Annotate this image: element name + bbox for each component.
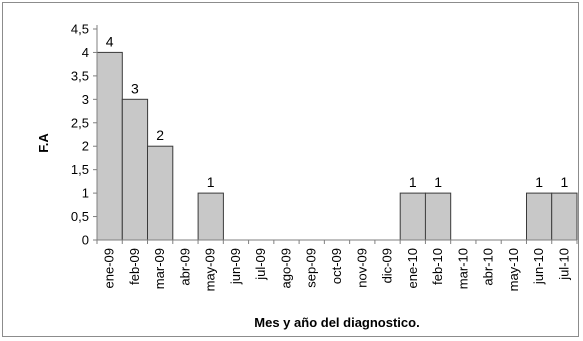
y-tick-label: 4,5 bbox=[71, 22, 89, 37]
x-tick-label: abr-09 bbox=[177, 248, 192, 286]
bar-chart: 0 0,5 1 1,5 2 2,5 3 3,5 4 4,5 ene-09 feb-09 mar-09 ab… bbox=[36, 22, 578, 330]
y-tick-label: 1,5 bbox=[71, 162, 89, 177]
y-tick-label: 0,5 bbox=[71, 209, 89, 224]
bar-ene-10 bbox=[399, 192, 427, 241]
x-tick-label: feb-09 bbox=[127, 248, 142, 285]
x-tick-label: jun-10 bbox=[531, 248, 546, 285]
x-tick-label: jul-10 bbox=[556, 248, 571, 281]
x-tick-label: nov-09 bbox=[354, 248, 369, 288]
x-tick-label: ene-10 bbox=[405, 248, 420, 288]
bar-feb-09 bbox=[121, 98, 149, 241]
x-tick-label: jul-09 bbox=[253, 248, 268, 281]
data-label-feb-10: 1 bbox=[434, 174, 442, 190]
data-label-ene-10: 1 bbox=[409, 174, 417, 190]
x-tick-label: mar-10 bbox=[455, 248, 470, 289]
x-tick-label: may-09 bbox=[203, 248, 218, 291]
chart-frame: 0 0,5 1 1,5 2 2,5 3 3,5 4 4,5 ene-09 feb-09 mar-09 ab… bbox=[2, 2, 579, 337]
x-tick-label: jun-09 bbox=[228, 248, 243, 285]
x-tick-label: sep-09 bbox=[304, 248, 319, 288]
bar-may-09 bbox=[197, 192, 224, 241]
y-tick-label: 4 bbox=[82, 45, 89, 60]
y-tick-label: 0 bbox=[82, 233, 89, 248]
y-tick-label: 3 bbox=[82, 92, 89, 107]
y-tick-label: 2 bbox=[82, 139, 89, 154]
data-label-mar-09: 2 bbox=[156, 127, 164, 143]
bar-jun-10 bbox=[526, 192, 553, 241]
y-axis-title: F.A bbox=[36, 133, 51, 153]
x-tick-label: may-10 bbox=[506, 248, 521, 291]
data-label-feb-09: 3 bbox=[131, 80, 139, 96]
bar-jul-10 bbox=[551, 192, 578, 241]
x-tick-label: abr-10 bbox=[481, 248, 496, 286]
data-label-may-09: 1 bbox=[207, 174, 215, 190]
x-axis-title: Mes y año del diagnostico. bbox=[254, 315, 419, 330]
y-tick-label: 1 bbox=[82, 186, 89, 201]
bar-mar-09 bbox=[147, 145, 174, 241]
x-tick-label: oct-09 bbox=[329, 248, 344, 284]
bars-layer bbox=[96, 51, 578, 241]
x-tick-label: mar-09 bbox=[152, 248, 167, 289]
x-tick-label: ago-09 bbox=[278, 248, 293, 288]
x-tick-label: dic-09 bbox=[380, 248, 395, 283]
labels-layer: 0 0,5 1 1,5 2 2,5 3 3,5 4 4,5 ene-09 feb-09 mar-09 ab… bbox=[71, 22, 571, 292]
data-label-ene-09: 4 bbox=[106, 33, 114, 49]
bar-feb-10 bbox=[424, 192, 452, 241]
y-tick-label: 2,5 bbox=[71, 115, 89, 130]
x-tick-label: feb-10 bbox=[430, 248, 445, 285]
data-label-jun-10: 1 bbox=[535, 174, 543, 190]
axis-layer bbox=[93, 25, 578, 244]
y-tick-label: 3,5 bbox=[71, 68, 89, 83]
data-label-jul-10: 1 bbox=[561, 174, 569, 190]
x-tick-label: ene-09 bbox=[102, 248, 117, 288]
bar-ene-09 bbox=[96, 51, 123, 241]
